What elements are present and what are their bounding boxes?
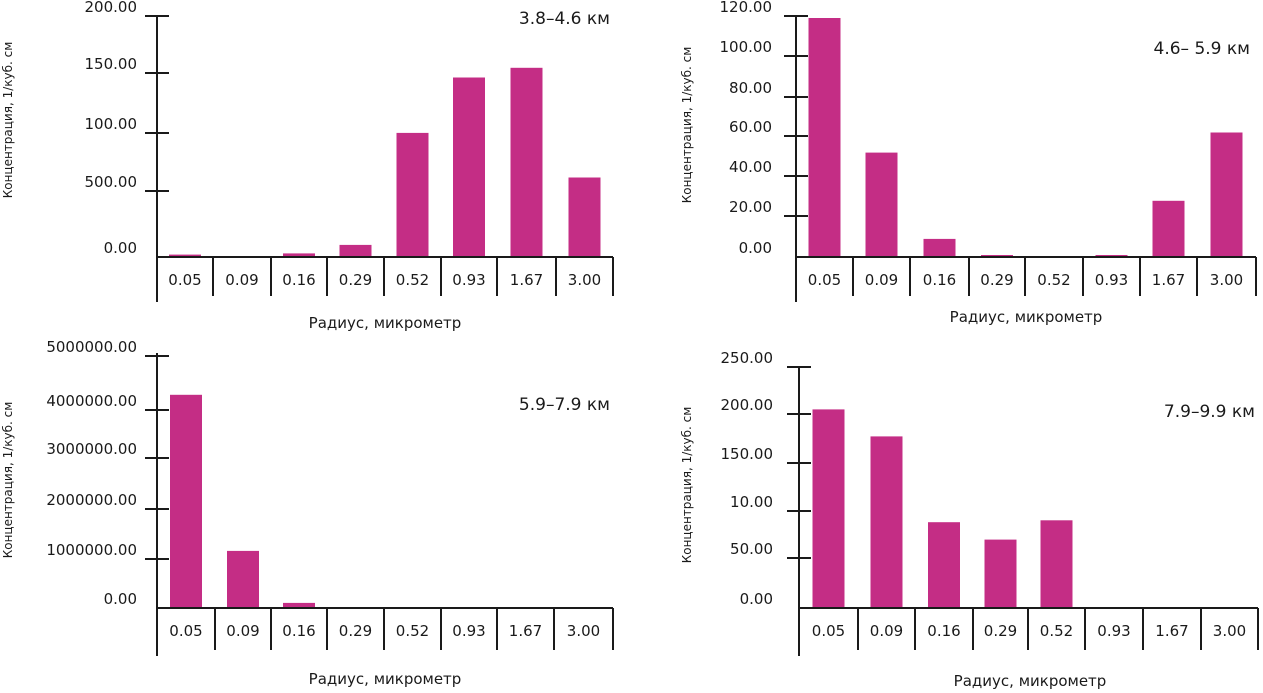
y-tick-label: 150.00 xyxy=(721,445,774,463)
y-tick-label: 3000000.00 xyxy=(46,440,137,458)
x-tick-label: 3.00 xyxy=(1210,271,1243,289)
x-tick-label: 1.67 xyxy=(1152,271,1185,289)
bar-0.09 xyxy=(227,550,259,608)
y-axis-label: Концентрация, 1/куб. см xyxy=(680,47,694,204)
bar-0.29 xyxy=(339,244,372,257)
chart-panel-4: 0.00 50.00 10.00 150.00 200.00 250.00 0.05 0.09… xyxy=(680,349,1259,690)
y-tick-label: 80.00 xyxy=(729,79,772,97)
y-axis-label: Концентрация, 1/куб. см xyxy=(680,407,694,564)
x-tick-label: 0.05 xyxy=(812,622,845,640)
x-tick-label: 0.05 xyxy=(169,622,202,640)
x-tick-label: 0.29 xyxy=(980,271,1013,289)
y-tick-label: 250.00 xyxy=(721,349,774,367)
x-tick-label: 0.16 xyxy=(282,271,315,289)
x-tick-label: 0.09 xyxy=(865,271,898,289)
bar-3.00 xyxy=(568,177,601,257)
chart-panel-1: 0.00 500.00 100.00 150.00 200.00 0.05 0.09 0.16… xyxy=(1,0,614,332)
y-tick-label: 40.00 xyxy=(729,158,772,176)
y-tick-label: 150.00 xyxy=(85,55,138,73)
bar-1.67 xyxy=(510,67,543,257)
y-tick-label: 0.00 xyxy=(104,239,137,257)
bar-0.05 xyxy=(808,18,841,257)
x-tick-label: 0.52 xyxy=(1040,622,1073,640)
x-tick-label: 1.67 xyxy=(509,622,542,640)
y-tick-label: 20.00 xyxy=(729,198,772,216)
y-tick-label: 100.00 xyxy=(720,38,773,56)
y-tick-label: 2000000.00 xyxy=(46,491,137,509)
bar-0.52 xyxy=(396,132,429,257)
bar-0.05 xyxy=(170,394,202,608)
y-axis-label: Концентрация, 1/куб. см xyxy=(1,402,15,559)
y-tick-label: 500.00 xyxy=(85,173,138,191)
x-tick-label: 0.29 xyxy=(984,622,1017,640)
y-tick-label: 50.00 xyxy=(730,540,773,558)
x-tick-label: 3.00 xyxy=(1213,622,1246,640)
y-tick-label: 5000000.00 xyxy=(46,338,137,356)
bar-0.16 xyxy=(928,522,960,608)
bar-0.09 xyxy=(865,152,898,257)
x-axis-label: Радиус, микрометр xyxy=(309,670,462,688)
bar-3.00 xyxy=(1210,132,1243,257)
x-axis-label: Радиус, микрометр xyxy=(954,672,1107,690)
x-tick-label: 3.00 xyxy=(568,271,601,289)
y-tick-label: 0.00 xyxy=(740,590,773,608)
x-tick-label: 0.52 xyxy=(396,622,429,640)
altitude-annotation: 4.6– 5.9 км xyxy=(1154,39,1250,59)
y-tick-label: 1000000.00 xyxy=(46,541,137,559)
x-tick-label: 0.93 xyxy=(452,622,485,640)
bar-0.05 xyxy=(812,409,845,608)
x-tick-label: 0.09 xyxy=(225,271,258,289)
y-tick-label: 120.00 xyxy=(720,0,773,16)
y-tick-label: 200.00 xyxy=(721,396,774,414)
x-tick-label: 0.09 xyxy=(870,622,903,640)
x-tick-label: 0.05 xyxy=(168,271,201,289)
bar-0.93 xyxy=(453,77,485,257)
x-tick-label: 1.67 xyxy=(1155,622,1188,640)
bar-0.16 xyxy=(923,238,956,257)
x-axis-label: Радиус, микрометр xyxy=(309,314,462,332)
y-tick-label: 100.00 xyxy=(85,115,138,133)
chart-panel-2: 0.00 20.00 40.00 60.00 80.00 100.00 120.00 0.05… xyxy=(680,0,1257,326)
x-tick-label: 0.29 xyxy=(339,622,372,640)
bar-0.29 xyxy=(984,539,1017,608)
x-tick-label: 0.93 xyxy=(452,271,485,289)
y-tick-label: 0.00 xyxy=(739,239,772,257)
bar-0.52 xyxy=(1040,520,1073,608)
bar-0.09 xyxy=(870,436,903,608)
bar-0.05 xyxy=(169,254,201,257)
altitude-annotation: 7.9–9.9 км xyxy=(1164,402,1255,422)
y-axis-label: Концентрация, 1/куб. см xyxy=(1,42,15,199)
x-tick-label: 0.52 xyxy=(1037,271,1070,289)
x-tick-label: 0.05 xyxy=(808,271,841,289)
x-tick-label: 0.16 xyxy=(282,622,315,640)
x-tick-label: 0.09 xyxy=(226,622,259,640)
x-tick-label: 1.67 xyxy=(510,271,543,289)
x-tick-label: 0.52 xyxy=(396,271,429,289)
y-tick-label: 60.00 xyxy=(729,118,772,136)
bar-0.16 xyxy=(283,253,315,257)
x-axis-label: Радиус, микрометр xyxy=(950,308,1103,326)
x-tick-label: 0.93 xyxy=(1097,622,1130,640)
altitude-annotation: 3.8–4.6 км xyxy=(519,9,610,29)
y-tick-label: 10.00 xyxy=(730,493,773,511)
x-tick-label: 3.00 xyxy=(567,622,600,640)
x-tick-label: 0.29 xyxy=(339,271,372,289)
x-tick-label: 0.16 xyxy=(923,271,956,289)
bar-1.67 xyxy=(1152,200,1185,257)
x-tick-label: 0.93 xyxy=(1095,271,1128,289)
y-tick-label: 0.00 xyxy=(104,590,137,608)
x-tick-label: 0.16 xyxy=(927,622,960,640)
y-tick-label: 200.00 xyxy=(85,0,138,16)
chart-panel-3: 0.00 1000000.00 2000000.00 3000000.00 400000… xyxy=(1,338,614,688)
y-tick-label: 4000000.00 xyxy=(46,392,137,410)
altitude-annotation: 5.9–7.9 км xyxy=(519,395,610,415)
bar-0.16 xyxy=(283,602,315,608)
